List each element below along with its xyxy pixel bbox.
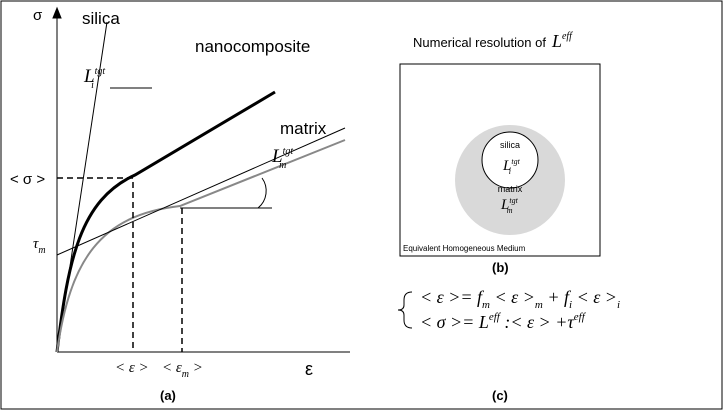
y-axis-label: σ xyxy=(33,7,43,24)
x-axis-label: ε xyxy=(305,359,313,379)
label: < σ > xyxy=(10,171,45,188)
label: nanocomposite xyxy=(195,37,310,56)
sub: m xyxy=(38,245,45,256)
label: < εm > xyxy=(162,360,203,380)
sup: tgt xyxy=(511,157,520,166)
tangent-label: Ltgt i xyxy=(502,157,521,176)
index: eff xyxy=(489,311,502,323)
equation: < σ >= Leff :< ε > +τeff xyxy=(420,311,587,332)
term: + f xyxy=(543,287,572,307)
nanocomposite-curve xyxy=(55,90,276,353)
tangent-label: Ltgt m xyxy=(271,146,293,171)
index: eff xyxy=(574,311,587,323)
index: i xyxy=(569,299,572,311)
label: matrix xyxy=(280,119,327,138)
sub: m xyxy=(507,206,513,215)
sup: tgt xyxy=(283,146,294,157)
symbol: L xyxy=(271,146,283,167)
medium-box xyxy=(399,63,601,257)
term: < σ >= L xyxy=(420,312,489,332)
sub: i xyxy=(509,167,511,176)
symbol: L xyxy=(502,158,511,174)
angle-arc xyxy=(257,177,267,209)
title: Numerical resolution of xyxy=(413,35,546,50)
sub: m xyxy=(279,160,286,171)
panel-a xyxy=(52,6,350,353)
caption: (b) xyxy=(492,260,509,275)
tangent-label: Ltgt m xyxy=(500,196,519,215)
symbol: τ xyxy=(33,236,39,252)
sup: tgt xyxy=(509,196,518,205)
panel-title: Numerical resolution of Leff xyxy=(413,31,573,51)
term: :< ε > +τ xyxy=(500,312,575,332)
label: Equivalent Homogeneous Medium xyxy=(403,244,526,253)
sub: m xyxy=(182,369,189,380)
tangent-label: Ltgt i xyxy=(83,66,105,91)
label: silica xyxy=(82,9,120,28)
brace xyxy=(397,291,413,329)
symbol: > xyxy=(189,360,203,376)
label: < ε > xyxy=(115,360,149,376)
tangent-line xyxy=(56,127,346,256)
label: matrix xyxy=(498,184,523,194)
sup: tgt xyxy=(95,66,106,77)
caption: (c) xyxy=(492,388,508,403)
arrow xyxy=(52,6,62,19)
dashed-guide xyxy=(57,177,183,352)
sup: eff xyxy=(562,31,573,42)
term: < ε > xyxy=(490,287,535,307)
index: m xyxy=(482,299,490,311)
sub: i xyxy=(91,80,94,91)
label: silica xyxy=(500,140,520,150)
index: m xyxy=(535,299,543,311)
equation: < ε >= fm < ε >m + fi < ε >i xyxy=(420,287,620,311)
inclusion xyxy=(481,131,539,189)
index: i xyxy=(617,299,620,311)
symbol: L xyxy=(500,197,509,213)
term: < ε > xyxy=(572,287,617,307)
label: τm xyxy=(33,236,46,256)
caption: (a) xyxy=(160,388,176,403)
symbol: L xyxy=(551,31,562,51)
term: < ε >= f xyxy=(420,287,485,307)
symbol: < ε xyxy=(162,360,182,376)
matrix-curve xyxy=(56,139,346,353)
symbol: L xyxy=(83,66,95,87)
